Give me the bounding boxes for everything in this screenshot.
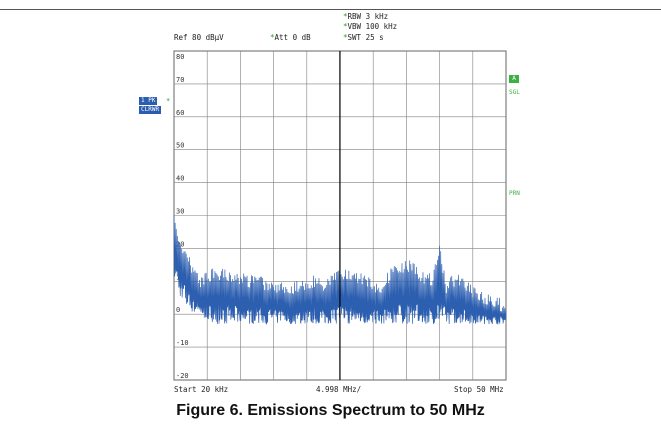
span-per-division: 4.998 MHz/ bbox=[316, 385, 362, 394]
y-tick-label: 40 bbox=[176, 175, 184, 183]
trace-badge-star: * bbox=[166, 97, 171, 105]
attenuation-readout: *Att 0 dB bbox=[270, 33, 311, 42]
trace-a-marker: A bbox=[509, 75, 519, 83]
y-tick-label: 50 bbox=[176, 142, 184, 150]
ref-level-readout: Ref 80 dBµV bbox=[174, 33, 224, 42]
y-tick-label: 60 bbox=[176, 109, 184, 117]
sgl-indicator: SGL bbox=[509, 89, 520, 96]
start-frequency: Start 20 kHz bbox=[174, 385, 229, 394]
y-tick-label: 30 bbox=[176, 208, 184, 216]
y-tick-label: -10 bbox=[176, 339, 189, 347]
stop-frequency: Stop 50 MHz bbox=[454, 385, 504, 394]
figure-caption: Figure 6. Emissions Spectrum to 50 MHz bbox=[176, 402, 485, 419]
y-tick-label: 80 bbox=[176, 53, 184, 61]
y-tick-label: 70 bbox=[176, 76, 184, 84]
trace-badge-mode: CLRWR bbox=[139, 106, 162, 114]
top-rule bbox=[0, 9, 661, 10]
y-tick-label: -20 bbox=[176, 372, 189, 380]
trace-badge-detector: 1 PK bbox=[139, 97, 158, 105]
sweep-time-readout: *SWT 25 s bbox=[343, 33, 384, 42]
rbw-readout: *RBW 3 kHz bbox=[343, 12, 389, 21]
prn-indicator: PRN bbox=[509, 190, 520, 197]
y-tick-label: 0 bbox=[176, 306, 180, 314]
y-tick-label: 20 bbox=[176, 240, 184, 248]
vbw-readout: *VBW 100 kHz bbox=[343, 22, 398, 31]
